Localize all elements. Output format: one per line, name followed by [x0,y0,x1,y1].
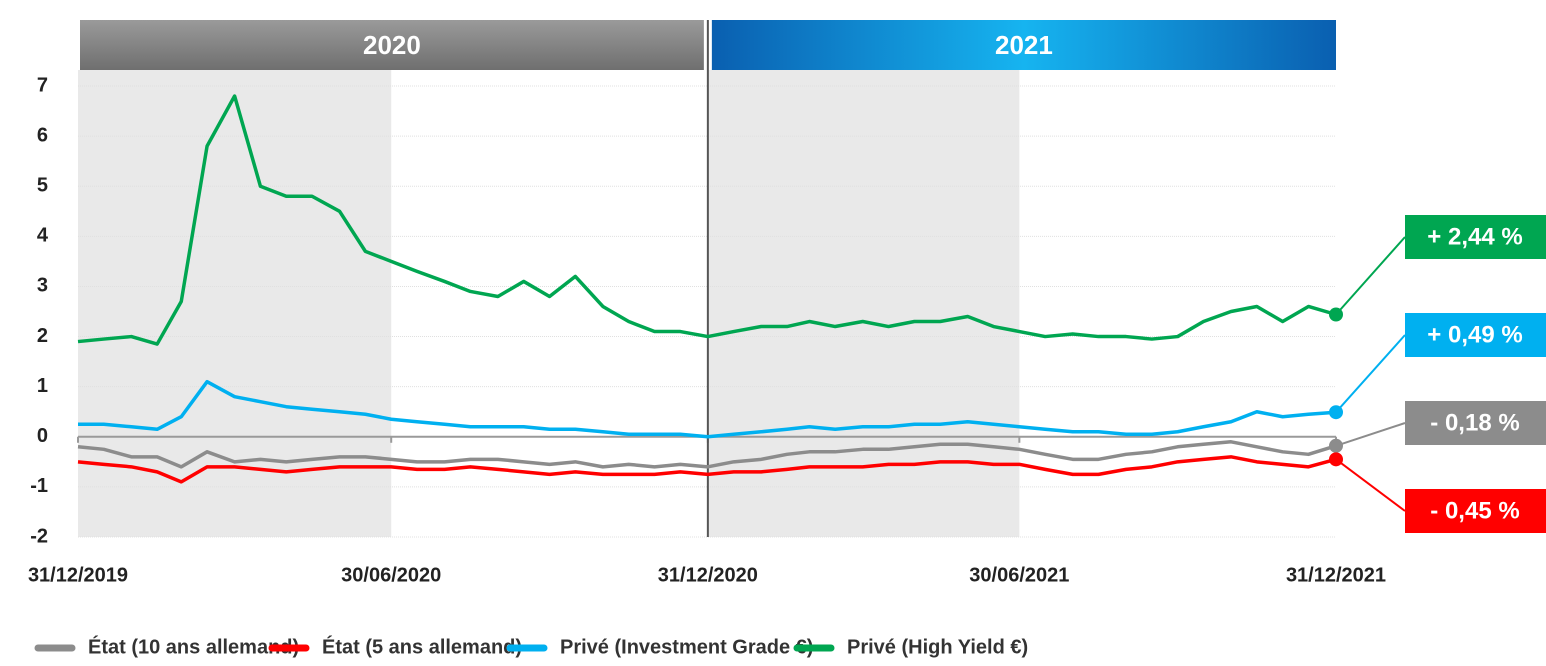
end-label: + 2,44 % [1427,223,1522,250]
end-point [1329,405,1343,420]
series-line [78,379,1337,439]
y-tick-label: 7 [37,74,48,96]
x-tick-label: 31/12/2019 [28,564,128,586]
label-connector [1335,458,1406,512]
legend-label: État (5 ans allemand) [322,635,522,658]
y-tick-label: 1 [37,375,48,397]
year-label: 2020 [363,30,421,60]
label-connector [1335,334,1406,413]
x-tick-label: 30/06/2021 [969,564,1069,586]
year-label: 2021 [995,30,1053,60]
legend-label: Privé (Investment Grade €) [560,636,813,658]
end-point [1329,307,1343,322]
x-tick-label: 30/06/2020 [341,564,441,586]
y-tick-label: 5 [37,175,48,197]
y-tick-label: -1 [30,475,48,497]
y-tick-label: 6 [37,124,48,146]
y-tick-label: 4 [37,225,49,247]
year-banner [80,20,704,70]
y-tick-label: -2 [30,525,48,547]
end-point [1329,438,1343,453]
y-tick-label: 3 [37,275,48,297]
label-connector [1335,236,1406,316]
series-line [77,440,1337,469]
year-banner [711,20,1336,70]
x-tick-label: 31/12/2020 [658,564,758,586]
legend-label: Privé (High Yield €) [847,636,1028,658]
end-label-box [1405,313,1546,357]
end-label-box [1405,401,1546,445]
end-label: - 0,45 % [1430,497,1519,524]
series-line [77,455,1337,484]
x-tick-label: 31/12/2021 [1286,564,1386,586]
end-point [1329,452,1343,467]
legend-label: État (10 ans allemand) [88,635,299,658]
end-label-box [1405,489,1546,533]
series-line [77,94,1337,346]
y-tick-label: 0 [37,425,48,447]
end-label: + 0,49 % [1427,321,1522,348]
label-connector [1335,422,1406,447]
end-label-box [1405,215,1546,259]
y-tick-label: 2 [37,325,48,347]
shaded-period [78,70,392,537]
end-label: - 0,18 % [1430,409,1519,436]
